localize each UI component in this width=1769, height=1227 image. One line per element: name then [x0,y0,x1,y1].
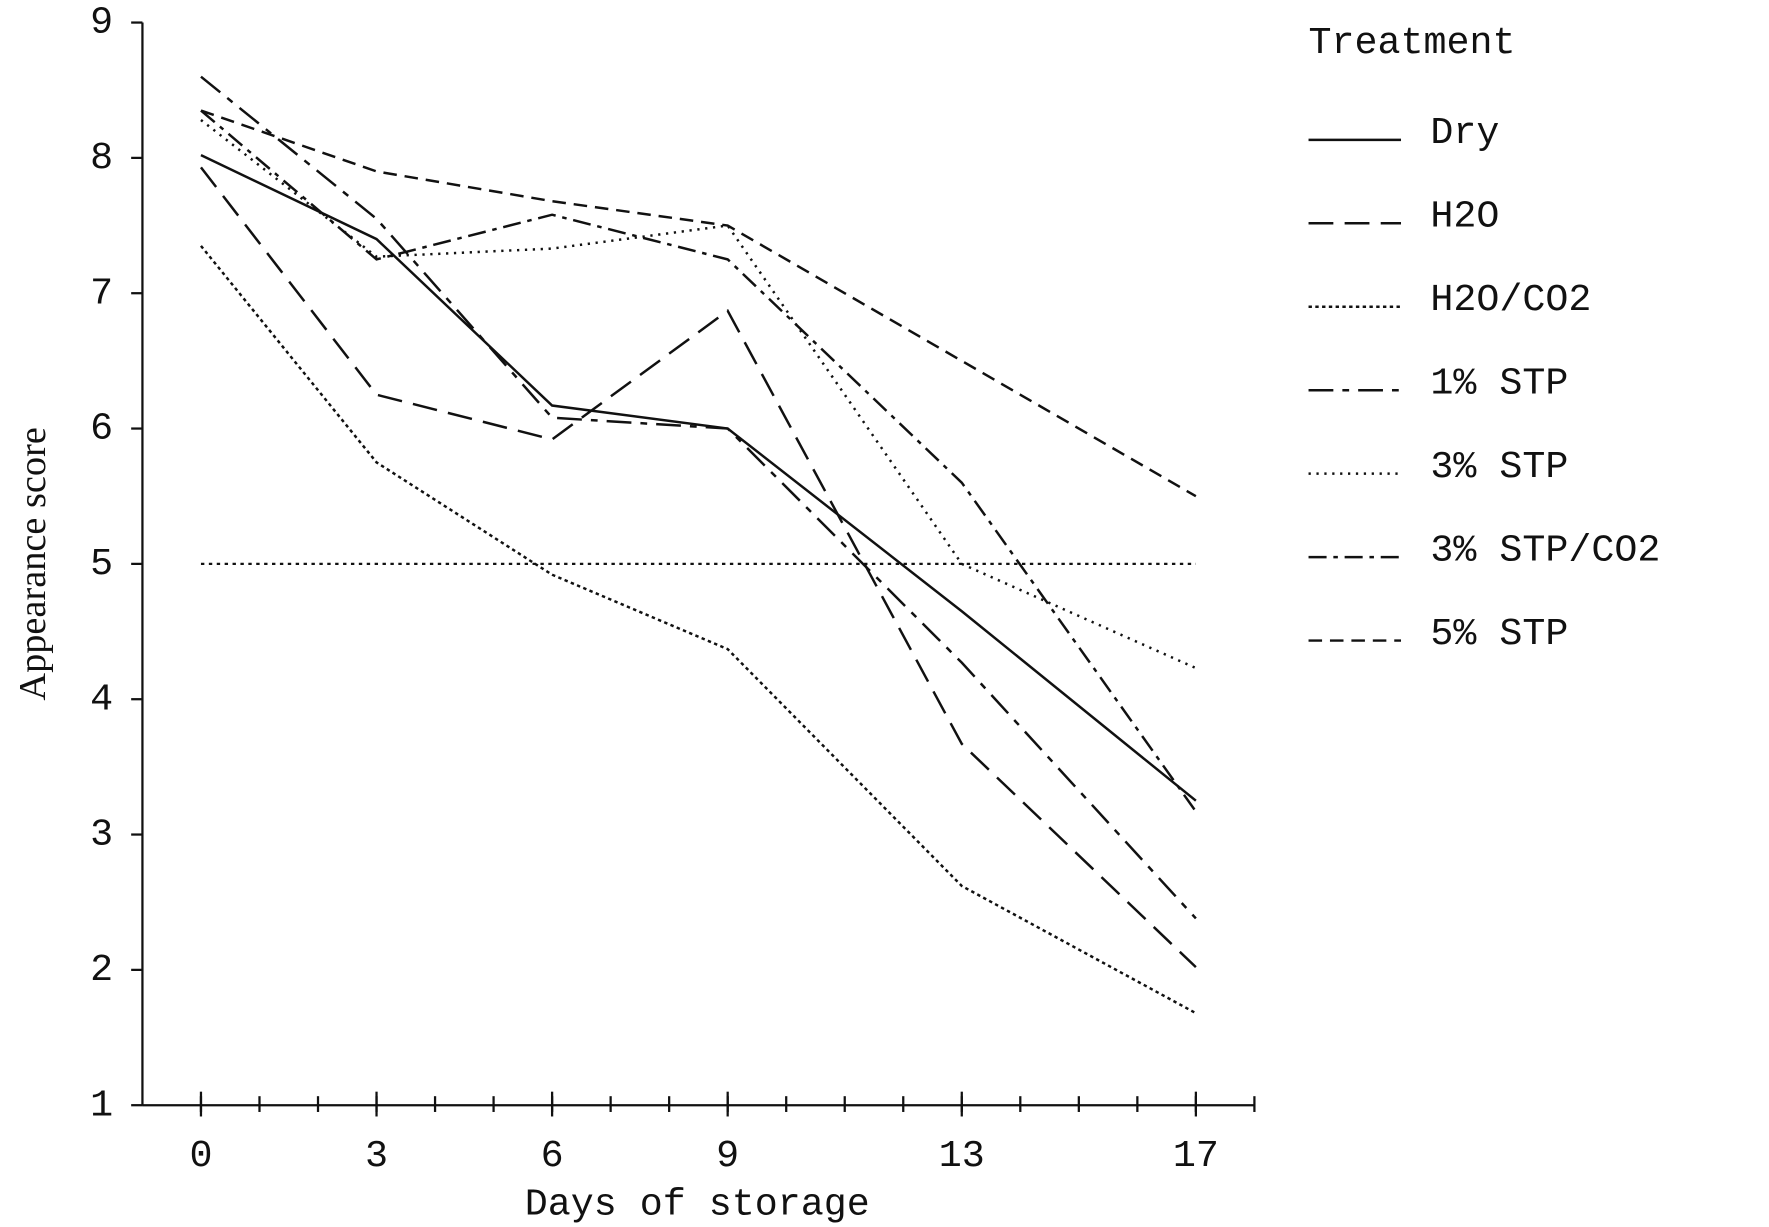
y-tick-label: 6 [90,407,113,451]
series-line [200,119,1197,670]
y-axis-label: Appearance score [12,427,54,700]
series-line [200,109,1197,813]
series-line [199,166,1197,969]
y-tick-label: 8 [90,136,113,180]
x-tick-label: 0 [189,1134,212,1178]
legend-label: Dry [1430,111,1499,155]
y-tick-label: 1 [90,1083,113,1127]
series-line [200,75,1197,920]
legend-label: 3% STP/CO2 [1430,528,1660,572]
legend-label: 5% STP [1430,612,1568,656]
legend-label: H2O/CO2 [1430,278,1591,322]
series-line [200,154,1197,802]
y-tick-label: 7 [90,271,113,315]
series-line [199,245,1197,1015]
y-tick-label: 2 [90,948,113,992]
legend-title: Treatment [1309,21,1516,65]
x-tick-label: 17 [1173,1134,1219,1178]
y-tick-label: 4 [90,677,113,721]
y-tick-label: 5 [90,542,113,586]
y-tick-label: 9 [90,1,113,45]
x-tick-label: 6 [541,1134,564,1178]
y-tick-label: 3 [90,813,113,857]
x-tick-label: 9 [716,1134,739,1178]
legend-label: H2O [1430,195,1499,239]
x-tick-label: 13 [939,1134,985,1178]
legend-label: 3% STP [1430,445,1568,489]
series-line [200,109,1197,498]
x-tick-label: 3 [365,1134,388,1178]
legend-label: 1% STP [1430,362,1568,406]
x-axis-label: Days of storage [525,1183,870,1227]
